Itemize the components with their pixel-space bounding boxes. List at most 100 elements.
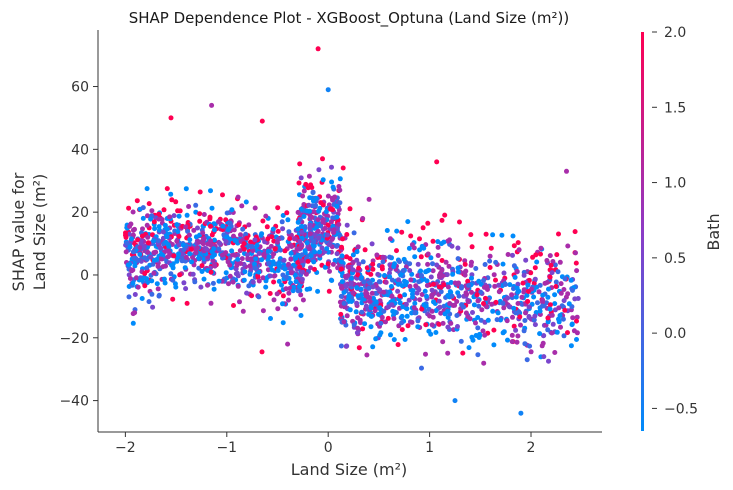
- data-point: [315, 217, 321, 223]
- data-point: [193, 250, 199, 256]
- data-point: [376, 311, 381, 317]
- data-point: [407, 261, 413, 267]
- data-point: [285, 217, 291, 223]
- data-point: [339, 279, 345, 285]
- data-point: [537, 331, 543, 337]
- data-point: [245, 256, 251, 262]
- data-point: [241, 241, 247, 247]
- data-point: [149, 291, 155, 297]
- data-point: [330, 261, 336, 267]
- data-point: [423, 269, 429, 275]
- data-point: [437, 304, 443, 310]
- data-point: [132, 292, 138, 297]
- data-point: [274, 291, 280, 297]
- data-point: [146, 201, 152, 207]
- data-point: [572, 229, 578, 235]
- data-point: [139, 233, 145, 239]
- data-point: [185, 228, 191, 234]
- data-point: [384, 228, 390, 233]
- data-point: [488, 245, 494, 251]
- data-point: [183, 254, 189, 260]
- data-point: [208, 188, 213, 194]
- data-point: [445, 308, 451, 314]
- data-point: [235, 194, 241, 200]
- data-point: [388, 332, 393, 338]
- data-point: [183, 286, 189, 292]
- data-point: [256, 269, 262, 275]
- data-point: [418, 254, 424, 260]
- data-point: [550, 321, 556, 327]
- data-point: [296, 180, 302, 186]
- data-point: [259, 231, 265, 237]
- data-point: [345, 296, 351, 302]
- data-point: [363, 303, 369, 309]
- data-point: [306, 246, 312, 252]
- data-point: [130, 280, 136, 286]
- data-point: [197, 189, 203, 195]
- data-point: [154, 281, 160, 287]
- data-point: [415, 324, 421, 330]
- data-point: [532, 276, 538, 282]
- colorbar-ticks: 2.0 1.5 1.0 0.5 0.0 −0.5: [652, 25, 698, 417]
- data-point: [523, 257, 529, 263]
- data-point: [231, 303, 236, 308]
- data-point: [133, 275, 139, 281]
- data-point: [532, 265, 538, 271]
- data-point: [175, 229, 181, 234]
- data-point: [182, 265, 188, 271]
- data-point: [134, 198, 140, 204]
- data-point: [151, 219, 157, 225]
- data-point: [550, 259, 556, 264]
- data-point: [249, 244, 255, 250]
- data-point: [510, 314, 515, 320]
- data-point: [484, 304, 489, 310]
- data-point: [412, 310, 418, 316]
- data-point: [448, 320, 454, 326]
- data-point: [354, 330, 360, 336]
- data-point: [339, 253, 345, 259]
- data-point: [167, 214, 173, 220]
- data-point: [300, 193, 306, 199]
- data-point: [338, 266, 344, 272]
- data-point: [368, 305, 374, 311]
- data-point: [296, 284, 302, 289]
- data-point: [573, 260, 579, 266]
- data-point: [443, 259, 449, 265]
- data-point: [305, 258, 311, 264]
- data-point: [187, 251, 193, 257]
- data-point: [394, 248, 399, 254]
- data-point: [436, 284, 442, 290]
- data-point: [383, 279, 389, 285]
- data-point: [574, 268, 580, 274]
- data-point: [330, 207, 336, 213]
- data-point: [540, 340, 546, 346]
- data-point: [373, 299, 379, 305]
- data-point: [339, 244, 344, 250]
- data-point: [344, 232, 350, 237]
- data-point: [386, 304, 391, 310]
- data-point: [511, 263, 517, 269]
- data-point: [301, 214, 307, 219]
- data-point: [150, 232, 155, 238]
- data-point: [449, 293, 455, 299]
- data-point: [315, 288, 321, 294]
- data-point: [435, 253, 441, 258]
- data-point: [280, 293, 286, 299]
- data-point: [450, 271, 456, 277]
- chart-title: SHAP Dependence Plot - XGBoost_Optuna (L…: [129, 9, 570, 28]
- data-point: [186, 232, 192, 238]
- data-point: [521, 272, 527, 278]
- data-point: [247, 271, 253, 277]
- data-point: [377, 305, 383, 311]
- data-point: [264, 224, 270, 230]
- data-point: [355, 325, 361, 331]
- data-point: [315, 228, 321, 234]
- data-point: [513, 327, 519, 333]
- data-point: [502, 282, 508, 287]
- data-point: [367, 280, 373, 286]
- data-point: [455, 265, 461, 271]
- data-point: [289, 270, 294, 276]
- data-point: [528, 349, 534, 355]
- data-point: [496, 282, 502, 288]
- data-point: [139, 277, 145, 283]
